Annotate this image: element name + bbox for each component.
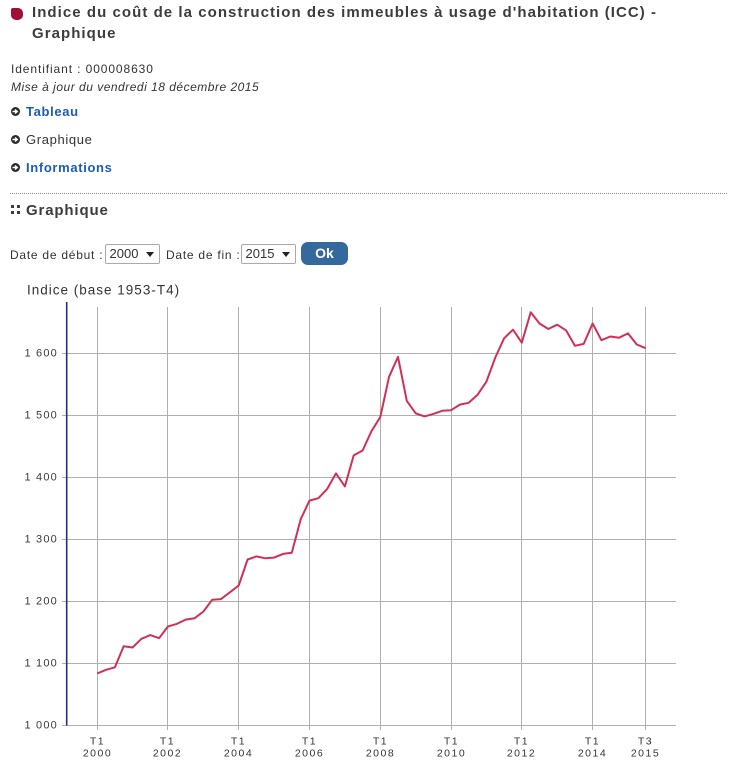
svg-text:T1: T1 <box>585 736 600 748</box>
svg-text:2010: 2010 <box>437 748 466 760</box>
svg-text:2015: 2015 <box>631 748 660 760</box>
svg-text:1 600: 1 600 <box>24 348 58 360</box>
svg-text:Indice (base 1953-T4): Indice (base 1953-T4) <box>27 283 180 298</box>
svg-text:1 400: 1 400 <box>24 472 58 484</box>
svg-text:2002: 2002 <box>153 748 182 760</box>
svg-text:1 000: 1 000 <box>24 720 58 732</box>
svg-text:T3: T3 <box>638 736 653 748</box>
svg-text:T1: T1 <box>160 736 175 748</box>
svg-text:2006: 2006 <box>295 748 324 760</box>
svg-text:T1: T1 <box>302 736 317 748</box>
svg-text:2008: 2008 <box>366 748 395 760</box>
svg-text:T1: T1 <box>231 736 246 748</box>
svg-text:T1: T1 <box>373 736 388 748</box>
svg-text:2014: 2014 <box>578 748 607 760</box>
svg-text:2004: 2004 <box>224 748 253 760</box>
svg-text:T1: T1 <box>90 736 105 748</box>
svg-text:T1: T1 <box>444 736 459 748</box>
svg-text:1 200: 1 200 <box>24 596 58 608</box>
svg-text:2012: 2012 <box>507 748 536 760</box>
svg-text:T1: T1 <box>514 736 529 748</box>
svg-text:1 300: 1 300 <box>24 534 58 546</box>
svg-text:1 100: 1 100 <box>24 658 58 670</box>
svg-text:1 500: 1 500 <box>24 410 58 422</box>
svg-text:2000: 2000 <box>83 748 112 760</box>
